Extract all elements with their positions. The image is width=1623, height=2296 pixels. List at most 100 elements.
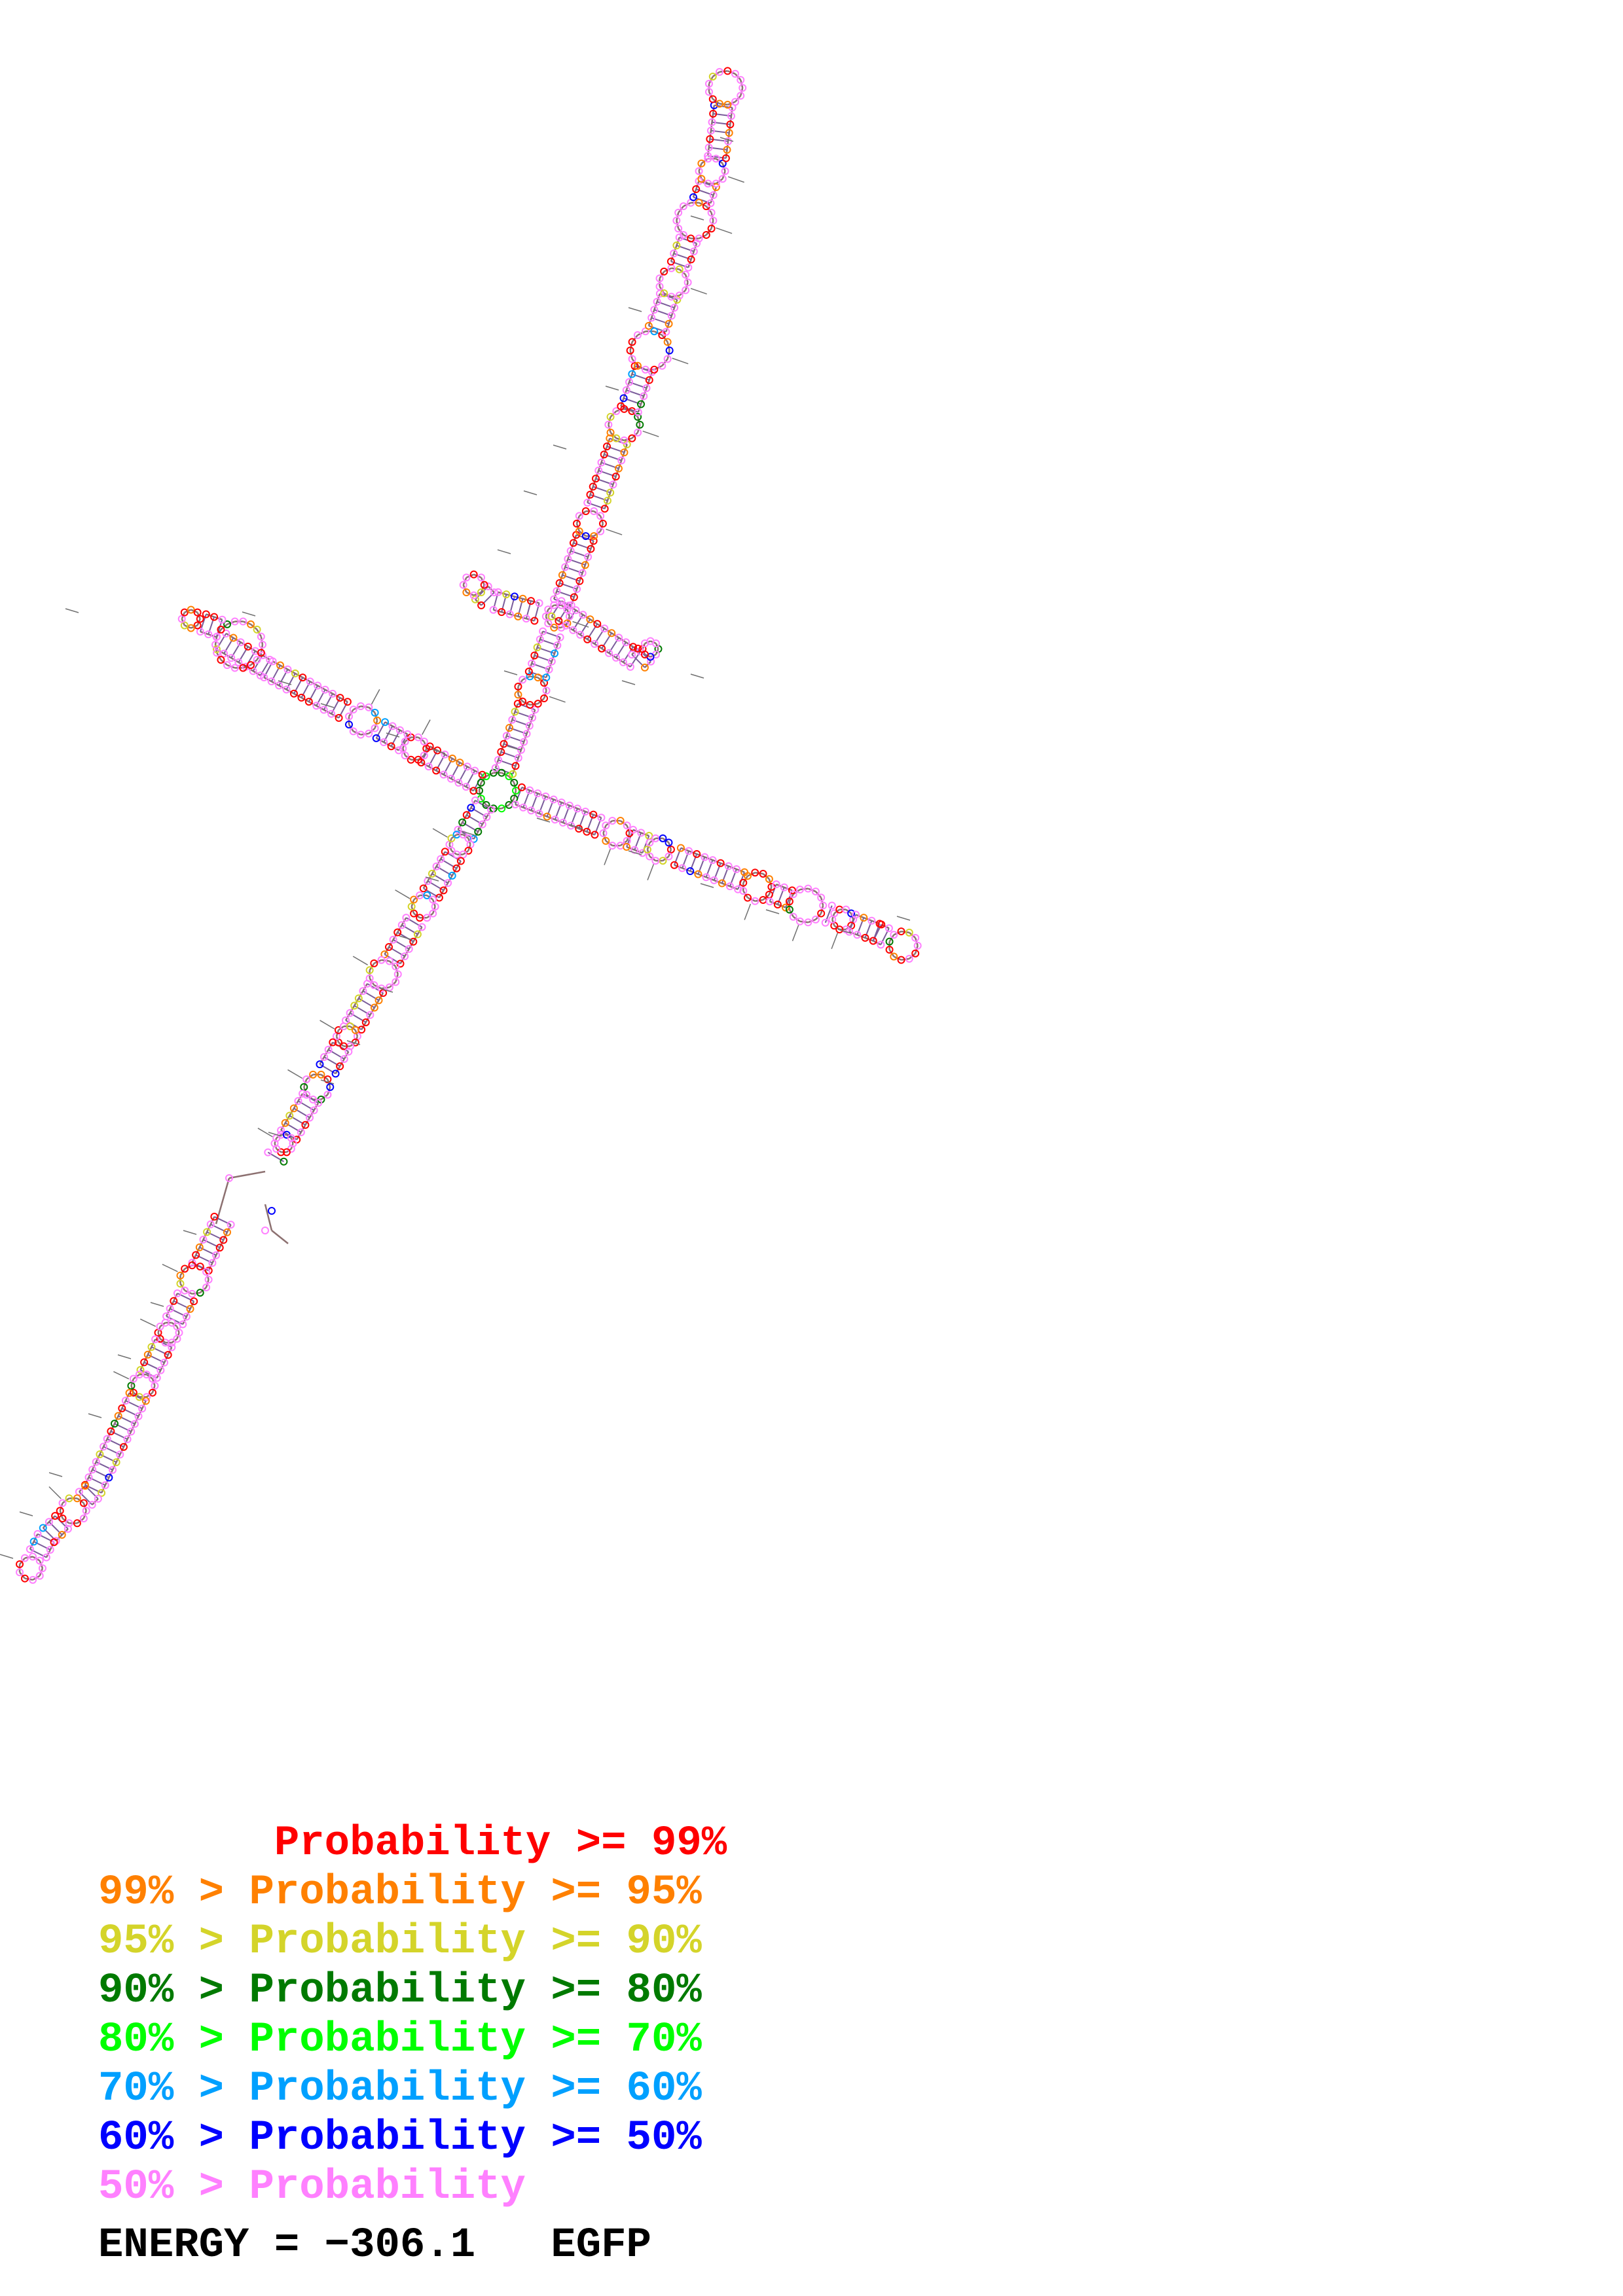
- nucleotide: [625, 378, 634, 386]
- backbone-segment: [474, 770, 483, 776]
- nucleotide: [511, 708, 519, 716]
- nucleotide: [401, 952, 409, 961]
- backbone-segment: [558, 575, 564, 584]
- nucleotide: [670, 861, 678, 869]
- nucleotide: [561, 563, 570, 571]
- backbone-segment: [250, 659, 258, 666]
- nucleotide: [58, 1499, 67, 1507]
- nucleotide: [712, 154, 720, 163]
- nucleotide: [579, 611, 587, 619]
- backbone-segment: [399, 956, 406, 964]
- backbone-segment: [624, 408, 632, 412]
- backbone-segment: [644, 660, 651, 668]
- position-tick: [523, 490, 538, 495]
- position-tick: [621, 680, 636, 685]
- nucleotide: [346, 1022, 354, 1031]
- nucleotide: [684, 263, 693, 272]
- nucleotide: [462, 588, 471, 596]
- position-tick: [765, 909, 780, 914]
- backbone-segment: [59, 1510, 64, 1519]
- legend-item: 50% > Probability: [98, 2164, 526, 2211]
- backbone-segment: [501, 804, 510, 810]
- legend-item: 60% > Probability >= 50%: [98, 2115, 702, 2162]
- backbone-segment: [102, 1438, 108, 1447]
- nucleotide: [204, 630, 213, 639]
- nucleotide: [685, 847, 693, 855]
- backbone-segment: [727, 70, 736, 75]
- backbone-segment: [606, 492, 611, 501]
- nucleotide: [877, 920, 886, 929]
- backbone-segment: [517, 694, 524, 702]
- backbone-segment: [117, 1408, 123, 1416]
- nucleotide: [212, 633, 221, 641]
- backbone-segment: [509, 613, 519, 618]
- nucleotide: [534, 700, 542, 708]
- nucleotide: [534, 789, 542, 798]
- nucleotide: [542, 673, 551, 682]
- backbone-segment: [271, 681, 280, 687]
- nucleotide: [679, 202, 687, 211]
- backbone-segment: [526, 617, 535, 622]
- nucleotide: [676, 844, 685, 852]
- nucleotide: [98, 1488, 106, 1497]
- nucleotide: [405, 944, 413, 953]
- nucleotide: [528, 659, 536, 668]
- nucleotide: [544, 619, 553, 628]
- backbone-segment: [709, 130, 712, 139]
- nucleotide: [593, 620, 602, 628]
- backbone-segment: [608, 652, 617, 658]
- nucleotide: [591, 831, 599, 839]
- backbone-segment: [280, 1122, 286, 1131]
- nucleotide: [130, 1420, 139, 1428]
- backbone-segment: [547, 816, 556, 821]
- backbone-segment: [134, 1416, 139, 1425]
- backbone-segment: [530, 810, 539, 815]
- nucleotide: [88, 1501, 96, 1509]
- backbone-segment: [575, 523, 580, 532]
- backbone-segment: [619, 840, 628, 847]
- backbone-segment: [856, 934, 866, 939]
- nucleotide: [743, 893, 752, 902]
- nucleotide: [650, 327, 659, 336]
- backbone-segment: [592, 478, 597, 487]
- position-tick: [379, 988, 393, 993]
- backbone-segment: [465, 786, 474, 792]
- position-tick: [19, 1511, 33, 1516]
- backbone-segment: [459, 762, 468, 768]
- nucleotide: [227, 1221, 235, 1229]
- backbone-segment: [232, 637, 242, 643]
- nucleotide: [659, 857, 667, 865]
- backbone-segment: [528, 717, 534, 726]
- nucleotide: [380, 738, 388, 747]
- backbone-segment: [602, 825, 607, 834]
- nucleotide: [190, 1297, 198, 1306]
- nucleotide: [401, 738, 409, 746]
- nucleotide: [469, 834, 478, 843]
- nucleotide: [539, 627, 547, 636]
- backbone-segment: [788, 893, 794, 902]
- backbone-segment: [189, 1300, 195, 1310]
- nucleotide: [370, 1003, 378, 1012]
- backbone-segment: [301, 696, 310, 703]
- backbone-segment: [220, 623, 228, 630]
- backbone-segment: [593, 511, 601, 517]
- backbone-segment: [617, 460, 623, 469]
- nucleotide: [513, 700, 522, 708]
- nucleotide: [429, 895, 437, 904]
- nucleotide: [522, 615, 530, 623]
- nucleotide: [257, 632, 265, 641]
- nucleotide: [557, 623, 566, 632]
- nucleotide: [484, 582, 492, 590]
- nucleotide: [422, 744, 431, 753]
- nucleotide: [469, 570, 478, 579]
- nucleotide: [905, 954, 913, 963]
- nucleotide: [665, 319, 673, 328]
- backbone-segment: [388, 939, 394, 948]
- nucleotide: [366, 1011, 374, 1019]
- nucleotide: [628, 651, 636, 659]
- position-tick: [690, 215, 704, 221]
- nucleotide: [326, 1083, 335, 1091]
- backbone-segment: [289, 1107, 295, 1117]
- legend-item: 90% > Probability >= 80%: [98, 1967, 702, 2015]
- nucleotide-circles: [16, 67, 922, 1584]
